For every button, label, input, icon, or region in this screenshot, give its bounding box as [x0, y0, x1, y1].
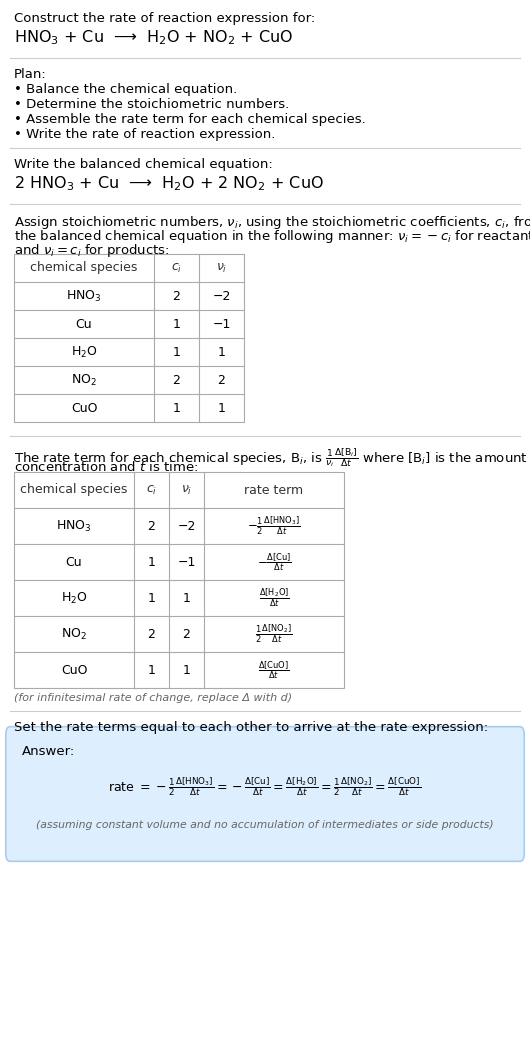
- Text: • Determine the stoichiometric numbers.: • Determine the stoichiometric numbers.: [14, 98, 289, 111]
- Text: Plan:: Plan:: [14, 68, 47, 81]
- Text: $c_i$: $c_i$: [146, 483, 157, 497]
- Text: Answer:: Answer:: [22, 745, 75, 758]
- Text: • Balance the chemical equation.: • Balance the chemical equation.: [14, 83, 237, 96]
- Text: CuO: CuO: [70, 401, 97, 415]
- Text: HNO$_3$: HNO$_3$: [56, 519, 92, 534]
- Text: 1: 1: [217, 346, 225, 358]
- Text: −2: −2: [178, 520, 196, 532]
- Text: the balanced chemical equation in the following manner: $\nu_i = -c_i$ for react: the balanced chemical equation in the fo…: [14, 228, 530, 245]
- Text: −2: −2: [213, 290, 231, 302]
- Text: The rate term for each chemical species, B$_i$, is $\frac{1}{\nu_i}\frac{\Delta[: The rate term for each chemical species,…: [14, 446, 528, 469]
- Text: Assign stoichiometric numbers, $\nu_i$, using the stoichiometric coefficients, $: Assign stoichiometric numbers, $\nu_i$, …: [14, 214, 530, 231]
- Bar: [14, 254, 244, 422]
- Text: 1: 1: [173, 401, 180, 415]
- Text: 2: 2: [147, 627, 155, 641]
- Text: Cu: Cu: [76, 318, 92, 330]
- Text: 2: 2: [217, 373, 225, 387]
- Text: concentration and $t$ is time:: concentration and $t$ is time:: [14, 460, 198, 474]
- Text: $c_i$: $c_i$: [171, 262, 182, 274]
- Text: • Write the rate of reaction expression.: • Write the rate of reaction expression.: [14, 128, 276, 141]
- Text: 1: 1: [147, 592, 155, 604]
- Text: 2: 2: [147, 520, 155, 532]
- Text: $\frac{\Delta[\mathrm{H_2O}]}{\Delta t}$: $\frac{\Delta[\mathrm{H_2O}]}{\Delta t}$: [259, 587, 289, 610]
- Text: 1: 1: [147, 664, 155, 676]
- Text: Cu: Cu: [66, 555, 82, 569]
- Text: HNO$_3$: HNO$_3$: [66, 289, 102, 303]
- Bar: [14, 472, 344, 688]
- Text: chemical species: chemical species: [20, 483, 128, 496]
- Text: Set the rate terms equal to each other to arrive at the rate expression:: Set the rate terms equal to each other t…: [14, 721, 488, 734]
- FancyBboxPatch shape: [6, 726, 524, 862]
- Text: NO$_2$: NO$_2$: [71, 372, 97, 388]
- Text: • Assemble the rate term for each chemical species.: • Assemble the rate term for each chemic…: [14, 113, 366, 126]
- Text: H$_2$O: H$_2$O: [61, 591, 87, 605]
- Text: rate term: rate term: [244, 483, 304, 496]
- Text: $-\frac{\Delta[\mathrm{Cu}]}{\Delta t}$: $-\frac{\Delta[\mathrm{Cu}]}{\Delta t}$: [257, 551, 292, 573]
- Text: and $\nu_i = c_i$ for products:: and $\nu_i = c_i$ for products:: [14, 242, 170, 259]
- Text: 2: 2: [173, 373, 180, 387]
- Text: 1: 1: [182, 592, 190, 604]
- Text: $\nu_i$: $\nu_i$: [216, 262, 227, 274]
- Text: rate $= -\frac{1}{2}\frac{\Delta[\mathrm{HNO_3}]}{\Delta t} = -\frac{\Delta[\mat: rate $= -\frac{1}{2}\frac{\Delta[\mathrm…: [109, 775, 421, 798]
- Text: 1: 1: [147, 555, 155, 569]
- Text: (assuming constant volume and no accumulation of intermediates or side products): (assuming constant volume and no accumul…: [36, 820, 494, 830]
- Text: 2: 2: [173, 290, 180, 302]
- Text: Write the balanced chemical equation:: Write the balanced chemical equation:: [14, 158, 273, 171]
- Text: −1: −1: [178, 555, 196, 569]
- Text: CuO: CuO: [61, 664, 87, 676]
- Text: NO$_2$: NO$_2$: [61, 626, 87, 642]
- Text: $\frac{\Delta[\mathrm{CuO}]}{\Delta t}$: $\frac{\Delta[\mathrm{CuO}]}{\Delta t}$: [258, 660, 290, 680]
- Text: chemical species: chemical species: [30, 262, 138, 274]
- Text: H$_2$O: H$_2$O: [70, 345, 98, 359]
- Text: 2 HNO$_3$ + Cu  ⟶  H$_2$O + 2 NO$_2$ + CuO: 2 HNO$_3$ + Cu ⟶ H$_2$O + 2 NO$_2$ + CuO: [14, 174, 324, 193]
- Text: $-\frac{1}{2}\frac{\Delta[\mathrm{HNO_3}]}{\Delta t}$: $-\frac{1}{2}\frac{\Delta[\mathrm{HNO_3}…: [248, 515, 301, 538]
- Text: $\frac{1}{2}\frac{\Delta[\mathrm{NO_2}]}{\Delta t}$: $\frac{1}{2}\frac{\Delta[\mathrm{NO_2}]}…: [255, 623, 293, 645]
- Text: HNO$_3$ + Cu  ⟶  H$_2$O + NO$_2$ + CuO: HNO$_3$ + Cu ⟶ H$_2$O + NO$_2$ + CuO: [14, 28, 293, 47]
- Text: 2: 2: [182, 627, 190, 641]
- Text: 1: 1: [182, 664, 190, 676]
- Text: 1: 1: [217, 401, 225, 415]
- Text: Construct the rate of reaction expression for:: Construct the rate of reaction expressio…: [14, 13, 315, 25]
- Text: $\nu_i$: $\nu_i$: [181, 483, 192, 497]
- Text: 1: 1: [173, 346, 180, 358]
- Text: −1: −1: [213, 318, 231, 330]
- Text: (for infinitesimal rate of change, replace Δ with d): (for infinitesimal rate of change, repla…: [14, 693, 292, 703]
- Text: 1: 1: [173, 318, 180, 330]
